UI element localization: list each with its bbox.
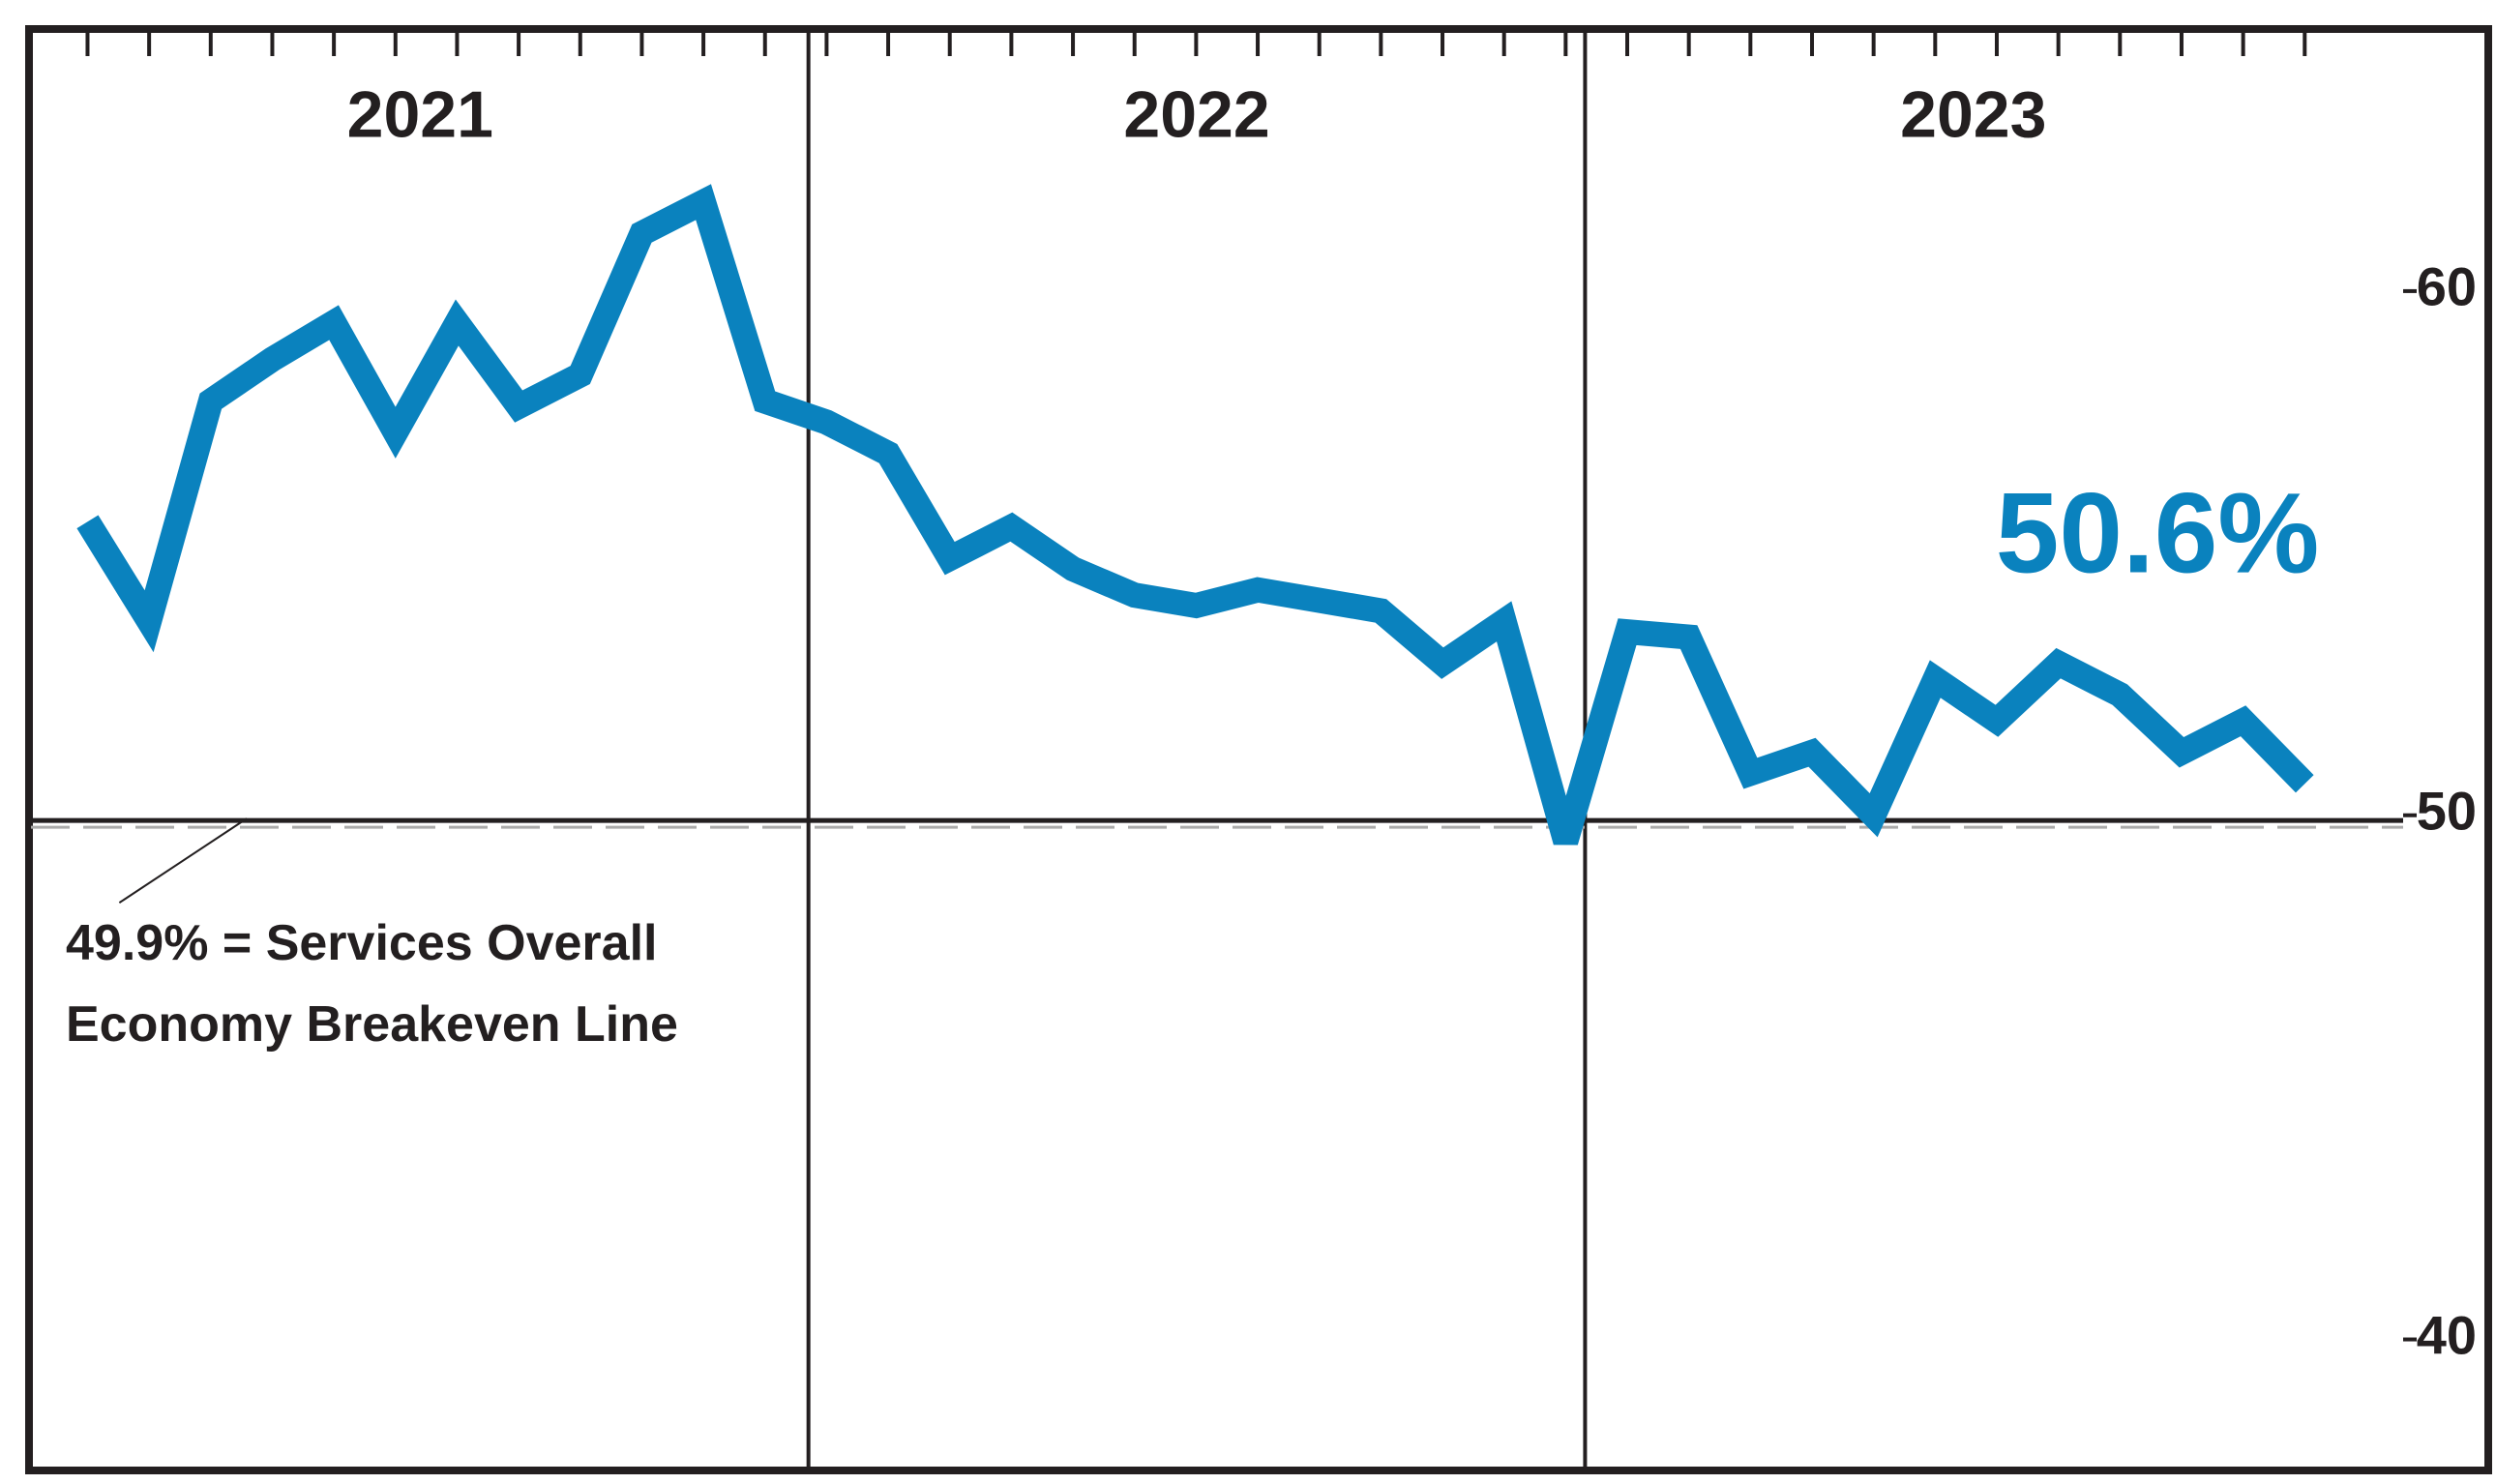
value-label: 50.6%: [1996, 469, 2320, 597]
period-label: 2021: [347, 77, 493, 151]
y-tick-label: 40: [2417, 1304, 2477, 1365]
breakeven-label: Economy Breakeven Line: [66, 996, 678, 1053]
breakeven-label: 49.9% = Services Overall: [66, 915, 657, 971]
annotation-leader: [118, 817, 248, 904]
series-line: [76, 184, 2314, 846]
period-label: 2022: [1123, 77, 1269, 151]
period-label: 2023: [1900, 77, 2046, 151]
y-tick-label: 60: [2417, 256, 2477, 317]
frame: [25, 25, 2492, 1474]
y-tick-label: 50: [2417, 781, 2477, 842]
